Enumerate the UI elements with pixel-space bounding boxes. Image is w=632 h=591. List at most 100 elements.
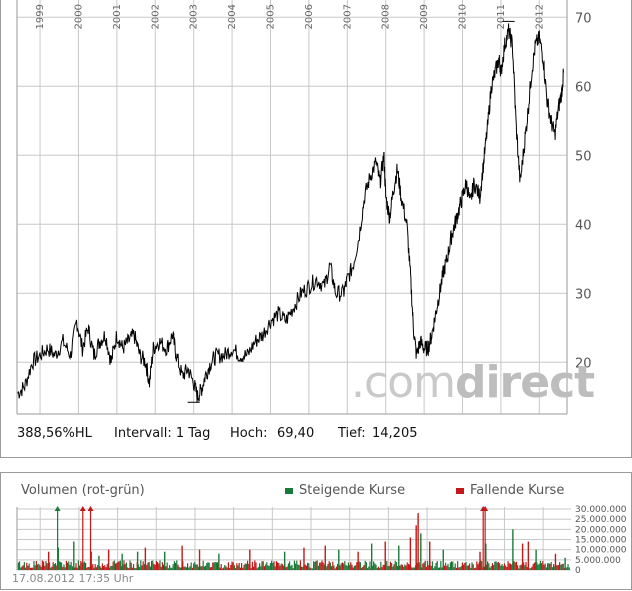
volume-bar bbox=[298, 565, 300, 570]
volume-bar bbox=[92, 563, 94, 570]
volume-bar bbox=[220, 564, 222, 570]
volume-bar bbox=[34, 565, 36, 570]
volume-bar bbox=[469, 563, 471, 570]
volume-bar bbox=[304, 564, 306, 570]
volume-bar bbox=[465, 562, 467, 570]
volume-bar bbox=[207, 562, 209, 570]
volume-bar bbox=[566, 567, 568, 570]
volume-bar bbox=[224, 564, 226, 570]
volume-bar bbox=[329, 562, 332, 570]
volume-bar bbox=[152, 560, 154, 570]
volume-bar bbox=[65, 560, 67, 570]
volume-bar bbox=[172, 564, 174, 570]
volume-bar bbox=[185, 567, 187, 570]
volume-bar bbox=[333, 565, 335, 570]
y-tick-label: 30 bbox=[575, 287, 592, 302]
volume-bar bbox=[101, 563, 103, 570]
x-tick-label: 2007 bbox=[342, 4, 353, 29]
volume-bar bbox=[283, 565, 285, 570]
volume-bar bbox=[407, 563, 410, 570]
volume-bar bbox=[138, 566, 141, 570]
volume-spike bbox=[249, 549, 251, 570]
volume-bar bbox=[215, 562, 217, 570]
volume-bar bbox=[543, 564, 545, 570]
legend-falling: Fallende Kurse bbox=[456, 483, 564, 498]
volume-bar bbox=[147, 562, 149, 570]
volume-bar bbox=[445, 562, 447, 570]
volume-bar bbox=[487, 561, 489, 570]
volume-bar bbox=[81, 562, 83, 570]
x-tick-label: 2008 bbox=[381, 4, 392, 29]
volume-bar bbox=[292, 568, 294, 570]
volume-bar bbox=[494, 561, 496, 570]
volume-bar bbox=[323, 564, 326, 570]
volume-bar bbox=[544, 563, 546, 570]
volume-bar bbox=[106, 564, 108, 570]
volume-bar bbox=[311, 568, 314, 570]
volume-bar bbox=[251, 561, 254, 570]
volume-bar bbox=[322, 562, 324, 570]
volume-bar bbox=[35, 560, 37, 570]
volume-spike bbox=[73, 541, 75, 570]
volume-bar bbox=[159, 560, 161, 570]
volume-bar bbox=[541, 563, 543, 570]
volume-bar bbox=[515, 561, 518, 570]
volume-spike bbox=[370, 543, 373, 570]
volume-bar bbox=[383, 564, 386, 570]
volume-bar bbox=[137, 564, 139, 570]
volume-bar bbox=[268, 566, 270, 570]
volume-bar bbox=[401, 564, 404, 570]
volume-bar bbox=[339, 565, 341, 570]
volume-bar bbox=[327, 563, 329, 570]
volume-bar bbox=[45, 561, 47, 570]
volume-bar bbox=[226, 567, 228, 570]
volume-bar bbox=[557, 565, 560, 570]
volume-spike bbox=[47, 551, 50, 570]
volume-bar bbox=[506, 566, 508, 570]
volume-bar bbox=[269, 563, 272, 570]
volume-bar bbox=[237, 565, 239, 570]
volume-bar bbox=[131, 567, 133, 570]
volume-spike bbox=[521, 543, 524, 570]
volume-bar bbox=[104, 565, 106, 570]
volume-bar bbox=[489, 567, 491, 570]
volume-bar bbox=[483, 566, 485, 570]
volume-bar bbox=[548, 563, 550, 570]
volume-bar bbox=[358, 561, 360, 570]
volume-bar bbox=[308, 563, 310, 570]
volume-bar bbox=[230, 564, 232, 570]
volume-bar bbox=[422, 563, 424, 570]
volume-bar bbox=[559, 562, 561, 570]
volume-title: Volumen (rot-grün) bbox=[21, 483, 145, 498]
volume-bar bbox=[337, 563, 339, 570]
volume-bar bbox=[509, 563, 512, 570]
falling-swatch bbox=[456, 487, 464, 494]
volume-bar bbox=[523, 562, 525, 570]
volume-bar bbox=[425, 566, 428, 570]
volume-bar bbox=[542, 560, 544, 570]
volume-bar bbox=[353, 565, 356, 570]
volume-bar bbox=[266, 562, 268, 570]
y-tick-label: 0 bbox=[575, 566, 581, 576]
volume-bar bbox=[538, 563, 540, 570]
volume-bar bbox=[437, 567, 440, 570]
volume-spike bbox=[535, 549, 537, 570]
volume-bar bbox=[184, 566, 186, 570]
volume-bar bbox=[194, 561, 196, 570]
clipped-arrow-icon bbox=[79, 506, 86, 511]
volume-bar bbox=[250, 568, 252, 570]
volume-bar bbox=[561, 563, 563, 570]
volume-bar bbox=[289, 561, 291, 570]
volume-spike bbox=[485, 543, 487, 570]
volume-bar bbox=[69, 564, 71, 570]
volume-bar bbox=[406, 562, 408, 570]
volume-bar bbox=[317, 565, 320, 570]
volume-bar bbox=[551, 567, 554, 570]
volume-bar bbox=[328, 561, 330, 570]
volume-bar bbox=[232, 562, 234, 570]
volume-bar bbox=[242, 567, 244, 570]
volume-bar bbox=[70, 561, 72, 570]
volume-spike bbox=[181, 545, 183, 570]
volume-spike bbox=[98, 555, 100, 570]
x-tick-label: 2005 bbox=[265, 4, 276, 29]
